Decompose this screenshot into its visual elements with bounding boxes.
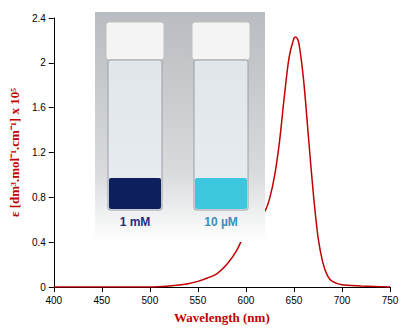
svg-text:650: 650: [286, 295, 303, 306]
svg-text:1.6: 1.6: [32, 102, 46, 113]
svg-text:600: 600: [238, 295, 255, 306]
svg-text:1 mM: 1 mM: [120, 215, 151, 229]
svg-text:2: 2: [40, 57, 46, 68]
svg-text:450: 450: [93, 295, 110, 306]
svg-text:1.2: 1.2: [32, 147, 46, 158]
svg-text:550: 550: [190, 295, 207, 306]
svg-text:700: 700: [334, 295, 351, 306]
svg-text:Wavelength (nm): Wavelength (nm): [174, 310, 270, 325]
svg-text:10 µM: 10 µM: [204, 215, 238, 229]
svg-text:2.4: 2.4: [32, 13, 46, 24]
svg-text:500: 500: [142, 295, 159, 306]
svg-text:750: 750: [382, 295, 399, 306]
svg-text:400: 400: [45, 295, 62, 306]
svg-text:0.8: 0.8: [32, 192, 46, 203]
svg-text:ε [dm³.mol⁻¹.cm⁻¹] x 10⁵: ε [dm³.mol⁻¹.cm⁻¹] x 10⁵: [7, 88, 22, 217]
svg-text:0.4: 0.4: [32, 237, 46, 248]
svg-text:0: 0: [40, 282, 46, 293]
